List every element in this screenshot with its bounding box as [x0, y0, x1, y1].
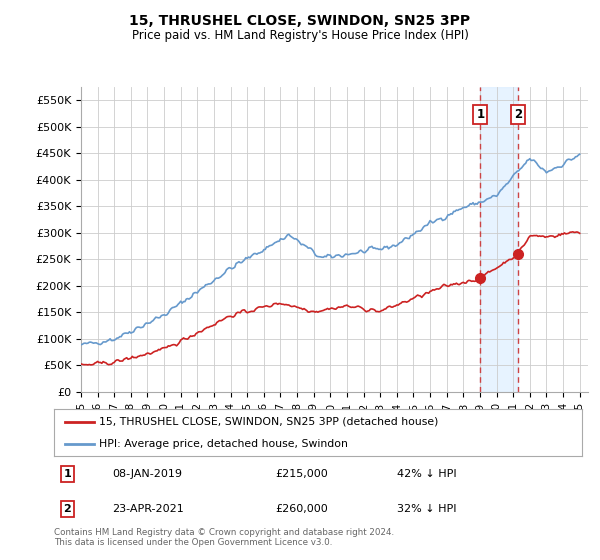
Text: 32% ↓ HPI: 32% ↓ HPI [397, 504, 457, 514]
Text: £215,000: £215,000 [276, 469, 329, 479]
Text: Price paid vs. HM Land Registry's House Price Index (HPI): Price paid vs. HM Land Registry's House … [131, 29, 469, 42]
Bar [481, 87, 518, 392]
Text: 2: 2 [64, 504, 71, 514]
Text: 23-APR-2021: 23-APR-2021 [112, 504, 184, 514]
Text: £260,000: £260,000 [276, 504, 329, 514]
Text: 1: 1 [476, 108, 485, 121]
Text: 1: 1 [64, 469, 71, 479]
Text: 42% ↓ HPI: 42% ↓ HPI [397, 469, 457, 479]
Text: Contains HM Land Registry data © Crown copyright and database right 2024.
This d: Contains HM Land Registry data © Crown c… [54, 528, 394, 547]
Text: 08-JAN-2019: 08-JAN-2019 [112, 469, 182, 479]
Text: HPI: Average price, detached house, Swindon: HPI: Average price, detached house, Swin… [99, 438, 348, 449]
Text: 15, THRUSHEL CLOSE, SWINDON, SN25 3PP (detached house): 15, THRUSHEL CLOSE, SWINDON, SN25 3PP (d… [99, 417, 438, 427]
Text: 2: 2 [514, 108, 523, 121]
Text: 15, THRUSHEL CLOSE, SWINDON, SN25 3PP: 15, THRUSHEL CLOSE, SWINDON, SN25 3PP [130, 14, 470, 28]
